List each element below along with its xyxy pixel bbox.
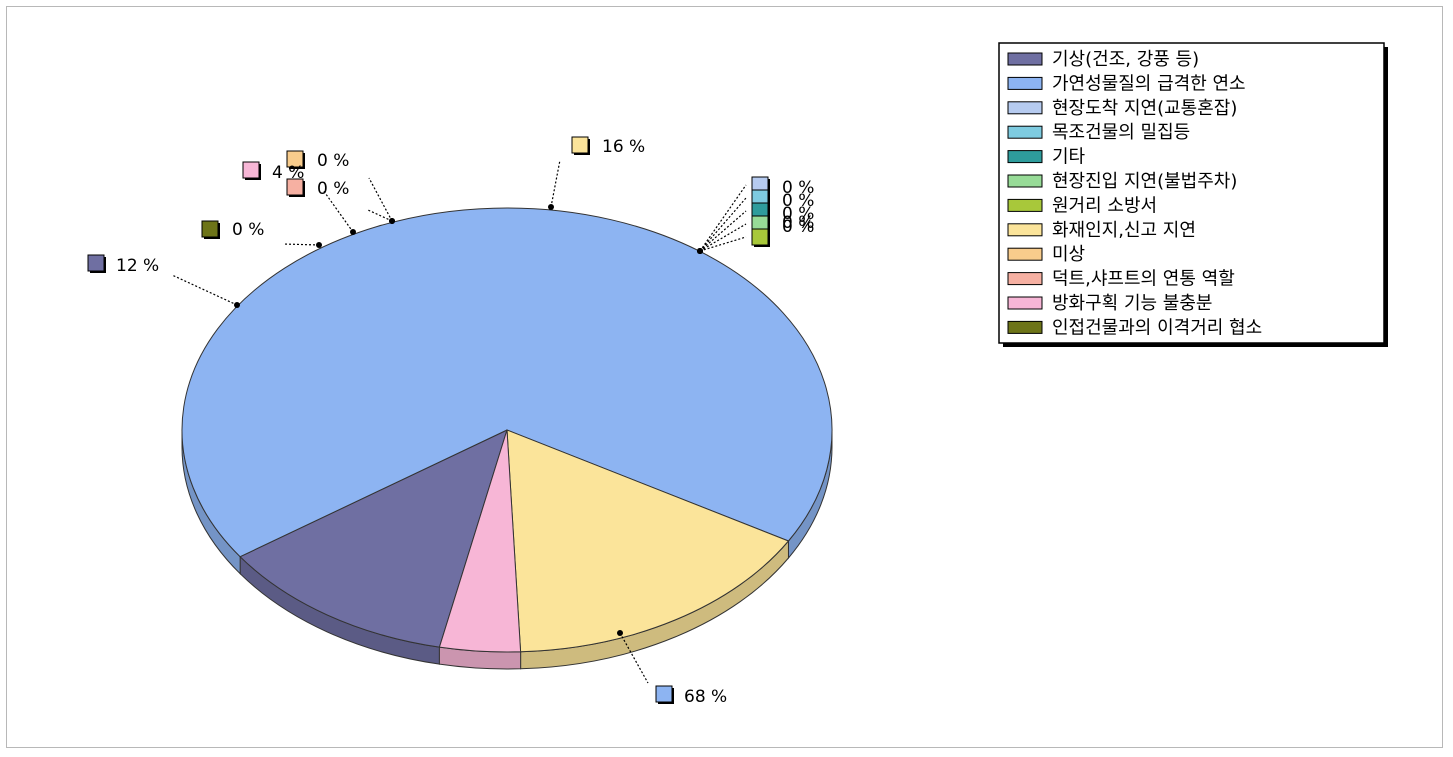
legend-swatch bbox=[1007, 150, 1043, 164]
legend-item: 화재인지,신고 지연 bbox=[1007, 220, 1196, 241]
pie-slice bbox=[438, 429, 522, 653]
leader-line bbox=[699, 184, 747, 252]
legend-item: 현장진입 지연(불법주차) bbox=[1007, 171, 1237, 192]
pie-label-group: 4 % bbox=[242, 161, 356, 235]
legend-swatch bbox=[1007, 125, 1043, 139]
legend-item: 원거리 소방서 bbox=[1007, 195, 1157, 216]
legend-label: 기상(건조, 강풍 등) bbox=[1052, 49, 1199, 70]
label-swatch bbox=[655, 685, 673, 703]
legend-item: 기상(건조, 강풍 등) bbox=[1007, 49, 1199, 70]
legend-item: 가연성물질의 급격한 연소 bbox=[1007, 73, 1246, 94]
label-swatch bbox=[751, 228, 769, 246]
legend-item: 덕트,샤프트의 연통 역할 bbox=[1007, 269, 1235, 290]
legend-swatch bbox=[1007, 247, 1043, 261]
legend-label: 방화구획 기능 불충분 bbox=[1052, 293, 1212, 314]
legend-label: 목조건물의 밀집등 bbox=[1052, 122, 1190, 143]
leader-line bbox=[699, 236, 747, 252]
legend-label: 현장진입 지연(불법주차) bbox=[1052, 171, 1237, 192]
legend-swatch bbox=[1007, 320, 1043, 334]
value-label: 0 % bbox=[317, 151, 349, 171]
leader-line bbox=[550, 159, 561, 208]
value-label: 16 % bbox=[602, 137, 645, 157]
leader-dot bbox=[389, 218, 395, 224]
legend-label: 미상 bbox=[1052, 244, 1085, 265]
label-swatch bbox=[201, 220, 219, 238]
legend-swatch bbox=[1007, 52, 1043, 66]
value-label: 0 % bbox=[232, 220, 264, 240]
legend-label: 현장도착 지연(교통혼잡) bbox=[1052, 98, 1237, 119]
leader-dot bbox=[617, 630, 623, 636]
legend-swatch bbox=[1007, 101, 1043, 115]
leader-line bbox=[171, 274, 238, 306]
legend-item: 방화구획 기능 불충분 bbox=[1007, 293, 1212, 314]
pie-label-group: 16 % bbox=[548, 136, 645, 210]
pie-slices bbox=[181, 207, 833, 653]
value-label: 0 % bbox=[782, 178, 814, 198]
leader-dot bbox=[234, 302, 240, 308]
pie-value-labels: 12 %68 %0 %0 %0 %0 %0 %16 %0 %0 %4 %0 % bbox=[87, 136, 814, 707]
value-label: 12 % bbox=[116, 256, 159, 276]
label-swatch bbox=[87, 254, 105, 272]
pie-label-group: 0 % bbox=[201, 220, 322, 248]
value-label: 0 % bbox=[782, 191, 814, 211]
value-label: 0 % bbox=[782, 217, 814, 237]
label-swatch bbox=[286, 178, 304, 196]
pie-label-group: 12 % bbox=[87, 254, 240, 308]
value-label: 0 % bbox=[782, 213, 814, 233]
pie-label-group: 0 % bbox=[697, 217, 814, 254]
legend-label: 가연성물질의 급격한 연소 bbox=[1052, 73, 1246, 94]
legend-item: 인접건물과의 이격거리 협소 bbox=[1007, 317, 1262, 338]
label-swatch bbox=[242, 161, 260, 179]
value-label: 4 % bbox=[272, 163, 304, 183]
value-label: 68 % bbox=[684, 687, 727, 707]
pie-slice bbox=[506, 429, 790, 653]
legend-label: 덕트,샤프트의 연통 역할 bbox=[1052, 269, 1235, 290]
leader-line bbox=[282, 243, 320, 246]
legend-swatch bbox=[1007, 296, 1043, 310]
leader-dot bbox=[316, 242, 322, 248]
label-swatch bbox=[571, 136, 589, 154]
pie-slice bbox=[181, 207, 833, 558]
leader-dot bbox=[350, 229, 356, 235]
label-swatch bbox=[286, 150, 304, 168]
legend-item: 미상 bbox=[1007, 244, 1085, 265]
leader-line bbox=[368, 177, 393, 222]
pie-label-group: 0 % bbox=[286, 178, 395, 224]
leader-line bbox=[699, 223, 747, 252]
legend-item: 목조건물의 밀집등 bbox=[1007, 122, 1190, 143]
legend-swatch bbox=[1007, 76, 1043, 90]
legend-swatch bbox=[1007, 174, 1043, 188]
legend-box bbox=[998, 42, 1385, 344]
legend-swatch bbox=[1007, 272, 1043, 286]
leader-line bbox=[322, 189, 354, 233]
pie-slice bbox=[239, 429, 508, 648]
legend-item: 현장도착 지연(교통혼잡) bbox=[1007, 98, 1237, 119]
legend-item: 기타 bbox=[1007, 147, 1086, 168]
value-label: 0 % bbox=[317, 179, 349, 199]
leader-dot bbox=[697, 248, 703, 254]
legend-swatch bbox=[1007, 223, 1043, 237]
leader-line bbox=[367, 209, 393, 222]
leader-dot bbox=[548, 204, 554, 210]
pie-label-group: 68 % bbox=[617, 630, 727, 707]
leader-line bbox=[699, 197, 747, 252]
pie-label-group: 0 % bbox=[286, 150, 395, 224]
legend-label: 원거리 소방서 bbox=[1052, 195, 1157, 216]
legend-label: 화재인지,신고 지연 bbox=[1052, 220, 1196, 241]
leader-line bbox=[619, 632, 649, 684]
legend-label: 인접건물과의 이격거리 협소 bbox=[1052, 317, 1262, 338]
legend-swatch bbox=[1007, 198, 1043, 212]
value-label: 0 % bbox=[782, 204, 814, 224]
legend-label: 기타 bbox=[1052, 147, 1086, 168]
